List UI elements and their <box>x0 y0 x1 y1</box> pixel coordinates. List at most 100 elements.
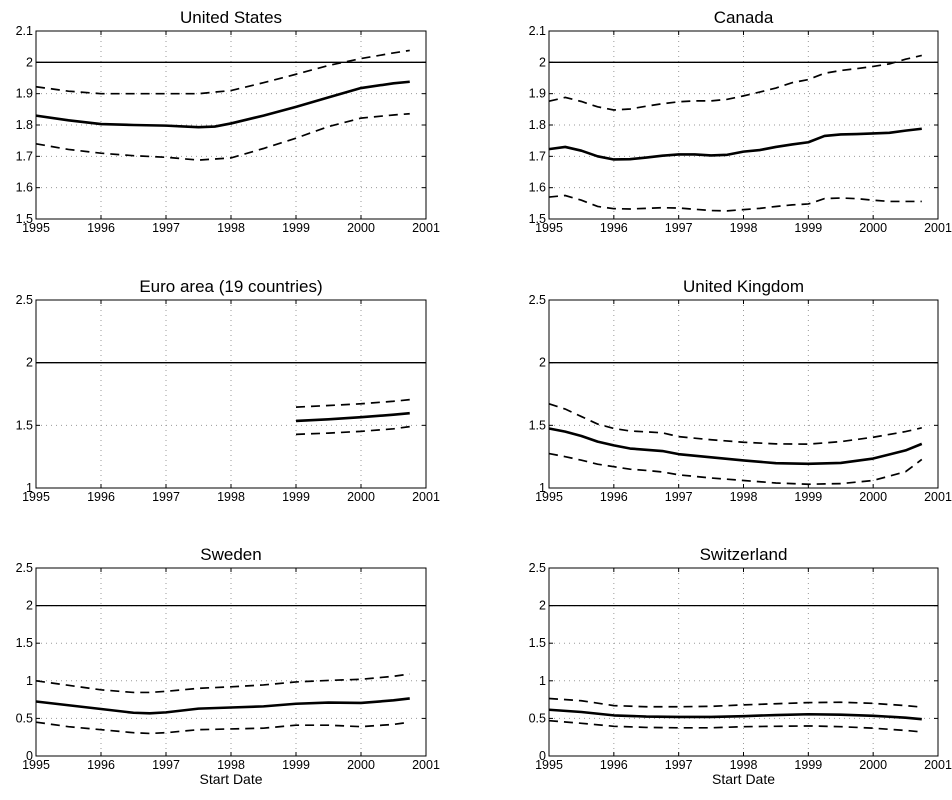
y-tick-label: 2 <box>539 55 546 69</box>
x-tick-label: 1995 <box>535 490 563 504</box>
x-tick-label: 1995 <box>22 221 50 235</box>
x-tick-label: 2001 <box>924 758 952 772</box>
y-tick-label: 1.5 <box>16 212 33 226</box>
x-tick-label: 1995 <box>22 490 50 504</box>
x-tick-label: 2000 <box>859 221 887 235</box>
x-tick-label: 2000 <box>859 758 887 772</box>
y-tick-label: 2.5 <box>16 293 33 307</box>
y-tick-label: 1.9 <box>529 87 546 101</box>
series-line-band <box>35 721 410 735</box>
y-tick-label: 1 <box>539 481 546 495</box>
series-line-band <box>35 673 410 694</box>
subplot-title: Canada <box>714 8 774 27</box>
series-line-band <box>295 398 410 409</box>
series-line-band <box>548 697 922 708</box>
subplot-5: 1995 1996 1997 1998 1999 2000 2001 0 0.5 1 1.5 2 2.5… <box>16 545 440 787</box>
series-line-estimate <box>548 127 922 161</box>
x-tick-label: 1998 <box>730 758 758 772</box>
x-tick-label: 1998 <box>217 490 245 504</box>
series-line-band <box>35 112 410 161</box>
y-tick-label: 0 <box>26 749 33 763</box>
y-tick-label: 1.6 <box>16 181 33 195</box>
y-tick-label: 2.5 <box>529 561 546 575</box>
subplot-title: Switzerland <box>700 545 788 564</box>
y-tick-label: 1.5 <box>529 636 546 650</box>
x-tick-label: 1998 <box>217 758 245 772</box>
x-tick-label: 1996 <box>87 221 115 235</box>
x-tick-label: 2000 <box>347 221 375 235</box>
x-tick-label: 1997 <box>152 758 180 772</box>
x-tick-label: 1998 <box>730 490 758 504</box>
series-line-band <box>548 54 922 111</box>
x-tick-label: 2001 <box>924 221 952 235</box>
x-tick-label: 1997 <box>665 758 693 772</box>
y-tick-label: 1.5 <box>16 636 33 650</box>
subplot-title: Euro area (19 countries) <box>139 277 322 296</box>
y-tick-label: 2 <box>26 599 33 613</box>
x-tick-label: 1996 <box>600 490 628 504</box>
x-tick-label: 1995 <box>535 221 563 235</box>
x-tick-label: 2001 <box>924 490 952 504</box>
x-tick-label: 1997 <box>665 490 693 504</box>
x-tick-label: 1996 <box>87 758 115 772</box>
y-tick-label: 1 <box>26 674 33 688</box>
y-tick-label: 0 <box>539 749 546 763</box>
subplot-title: Sweden <box>200 545 261 564</box>
x-tick-label: 1998 <box>730 221 758 235</box>
series-line-estimate <box>548 427 923 466</box>
x-axis-label: Start Date <box>199 771 262 787</box>
x-tick-label: 2001 <box>412 490 440 504</box>
x-tick-label: 1998 <box>217 221 245 235</box>
series-line-band <box>548 452 923 486</box>
series-line-band <box>548 194 922 212</box>
x-tick-label: 2001 <box>412 221 440 235</box>
x-tick-label: 1999 <box>282 221 310 235</box>
y-tick-label: 2 <box>539 356 546 370</box>
x-tick-label: 1999 <box>282 758 310 772</box>
x-tick-label: 1999 <box>794 758 822 772</box>
x-tick-label: 1997 <box>152 221 180 235</box>
y-tick-label: 2 <box>26 55 33 69</box>
y-tick-label: 1 <box>539 674 546 688</box>
x-tick-label: 1999 <box>794 221 822 235</box>
subplot-title: United Kingdom <box>683 277 804 296</box>
series-line-band <box>35 49 410 95</box>
y-tick-label: 1.8 <box>16 118 33 132</box>
x-tick-label: 2000 <box>859 490 887 504</box>
x-axis-label: Start Date <box>712 771 775 787</box>
y-tick-label: 1.7 <box>16 149 33 163</box>
series-line-estimate <box>548 708 922 721</box>
y-tick-label: 1.6 <box>529 181 546 195</box>
series-line-band <box>548 719 922 733</box>
series-line-estimate <box>35 80 410 129</box>
x-tick-label: 1995 <box>22 758 50 772</box>
x-tick-label: 1997 <box>665 221 693 235</box>
x-tick-label: 1999 <box>794 490 822 504</box>
subplot-4: 1995 1996 1997 1998 1999 2000 2001 1 1.5 2 2.5 Unit… <box>529 277 952 504</box>
x-tick-label: 1996 <box>600 221 628 235</box>
x-tick-label: 1995 <box>535 758 563 772</box>
x-tick-label: 1996 <box>600 758 628 772</box>
series-line-estimate <box>295 411 410 423</box>
y-tick-label: 1.9 <box>16 87 33 101</box>
series-line-estimate <box>35 697 410 715</box>
y-tick-label: 1.5 <box>529 418 546 432</box>
y-tick-label: 2 <box>539 599 546 613</box>
y-tick-label: 1 <box>26 481 33 495</box>
y-tick-label: 1.8 <box>529 118 546 132</box>
series-line-band <box>548 402 922 445</box>
y-tick-label: 1.5 <box>529 212 546 226</box>
series-line-band <box>295 425 410 436</box>
y-tick-label: 0.5 <box>529 711 546 725</box>
x-tick-label: 2000 <box>347 490 375 504</box>
y-tick-label: 2.5 <box>16 561 33 575</box>
x-tick-label: 2000 <box>347 758 375 772</box>
subplot-title: United States <box>180 8 282 27</box>
subplot-2: 1995 1996 1997 1998 1999 2000 2001 1.5 1.6 1.7 1.8… <box>529 8 952 235</box>
y-tick-label: 2 <box>26 356 33 370</box>
y-tick-label: 1.7 <box>529 149 546 163</box>
subplot-1: 1995 1996 1997 1998 1999 2000 2001 1.5 1.6 1.7 1.8… <box>16 8 440 235</box>
y-tick-label: 2.5 <box>529 293 546 307</box>
plot-frame <box>35 299 427 489</box>
